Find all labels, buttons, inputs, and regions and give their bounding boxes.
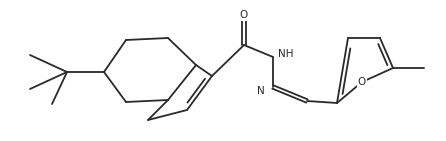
Text: NH: NH bbox=[278, 49, 293, 59]
Text: N: N bbox=[257, 86, 265, 96]
Text: O: O bbox=[240, 10, 248, 20]
Text: O: O bbox=[358, 77, 366, 87]
